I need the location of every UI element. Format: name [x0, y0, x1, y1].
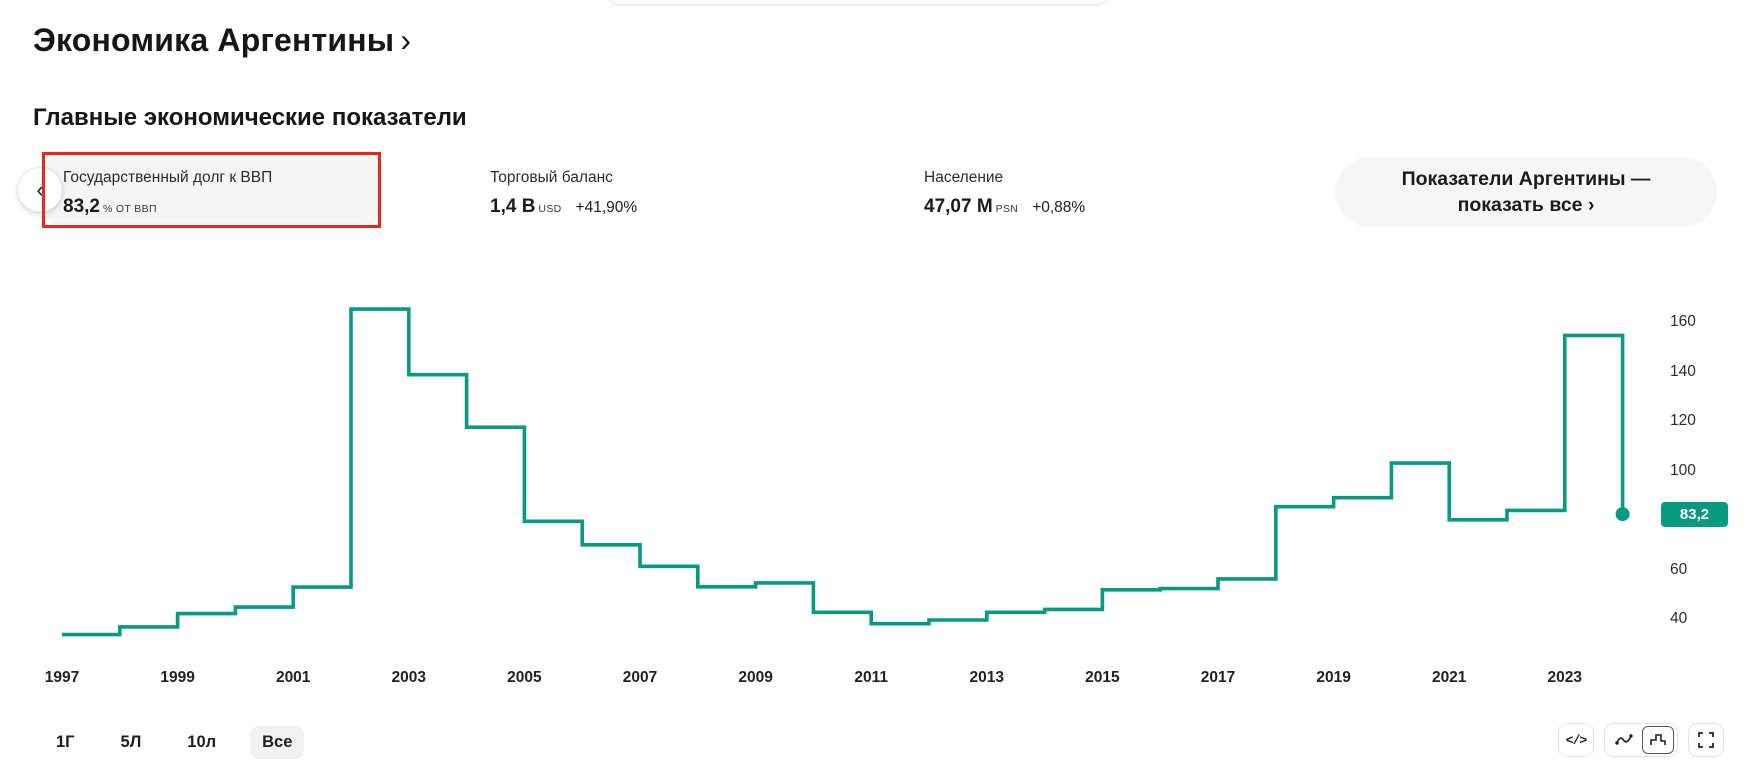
series-line — [62, 307, 1625, 637]
page-title-text: Экономика Аргентины — [33, 22, 395, 58]
indicator-label: Государственный долг к ВВП — [63, 169, 273, 186]
x-axis-label: 2017 — [1200, 669, 1236, 686]
indicator-card-trade-balance[interactable]: Торговый баланс 1,4 B USD +41,90% — [490, 156, 637, 224]
page-title[interactable]: Экономика Аргентины › — [33, 22, 411, 59]
y-axis-label: 120 — [1670, 412, 1696, 429]
indicator-value: 47,07 M — [924, 196, 993, 217]
indicator-unit: % от ВВП — [102, 203, 157, 215]
embed-code-button[interactable]: </> — [1558, 723, 1594, 757]
show-all-indicators-button[interactable]: Показатели Аргентины — показать все › — [1335, 157, 1717, 227]
y-axis-label: 100 — [1670, 461, 1696, 479]
current-value-badge: 83,2 — [1661, 501, 1728, 527]
range-selector: 1Г 5Л 10л Все — [44, 726, 305, 759]
chart-tools: </> — [1558, 723, 1724, 757]
range-button-10y[interactable]: 10л — [187, 733, 217, 751]
indicator-card-population[interactable]: Население 47,07 M PSN +0,88% — [924, 156, 1085, 224]
indicator-card-debt-to-gdp[interactable]: Государственный долг к ВВП 83,2% от ВВП — [46, 156, 378, 224]
indicator-unit: PSN — [995, 203, 1019, 215]
x-axis-label: 1997 — [44, 669, 80, 686]
y-axis-label: 40 — [1670, 610, 1688, 627]
range-button-all[interactable]: Все — [250, 726, 305, 759]
line-chart-style-button[interactable] — [1608, 726, 1640, 754]
embed-code-icon: </> — [1565, 732, 1587, 748]
x-axis-label: 2007 — [622, 669, 658, 686]
x-axis-label: 2005 — [507, 669, 542, 686]
step-chart-icon — [1650, 734, 1666, 745]
fullscreen-icon — [1698, 732, 1714, 748]
x-axis-label: 1999 — [160, 669, 195, 686]
indicator-change: +41,90% — [575, 199, 638, 216]
y-axis-label: 60 — [1670, 560, 1688, 578]
y-axis-label: 140 — [1670, 362, 1696, 380]
indicator-label: Торговый баланс — [490, 169, 613, 186]
x-axis-label: 2011 — [854, 669, 889, 686]
x-axis-label: 2021 — [1431, 669, 1467, 686]
range-button-5y[interactable]: 5Л — [120, 733, 142, 751]
carousel-prev-button[interactable]: ‹ — [18, 168, 62, 212]
range-button-1y[interactable]: 1Г — [56, 733, 75, 751]
line-chart-icon — [1615, 734, 1633, 745]
chevron-left-icon: ‹ — [36, 177, 44, 202]
x-axis-label: 2019 — [1316, 669, 1351, 686]
x-axis-label: 2023 — [1547, 669, 1583, 686]
section-heading: Главные экономические показатели — [33, 104, 467, 131]
chevron-right-icon: › — [400, 22, 412, 58]
indicator-change: +0,88% — [1032, 199, 1086, 216]
x-axis-label: 2003 — [391, 669, 427, 686]
indicator-value: 1,4 B — [490, 196, 536, 217]
x-axis-label: 2009 — [738, 669, 773, 686]
x-axis-label: 2015 — [1085, 669, 1120, 686]
x-axis-label: 2013 — [969, 669, 1005, 686]
chart-type-switcher — [1604, 723, 1678, 757]
step-chart-style-button[interactable] — [1642, 726, 1674, 754]
y-axis-label: 160 — [1670, 313, 1696, 330]
top-cutoff-element — [606, 0, 1111, 6]
x-axis-label: 2001 — [275, 669, 311, 686]
show-all-line2: показать все › — [1457, 194, 1595, 216]
fullscreen-button[interactable] — [1688, 723, 1724, 757]
indicator-value: 83,2 — [63, 196, 100, 217]
indicator-label: Население — [924, 169, 1004, 186]
last-value-dot — [1615, 507, 1630, 522]
indicator-unit: USD — [538, 203, 562, 215]
show-all-line1: Показатели Аргентины — — [1401, 168, 1651, 190]
